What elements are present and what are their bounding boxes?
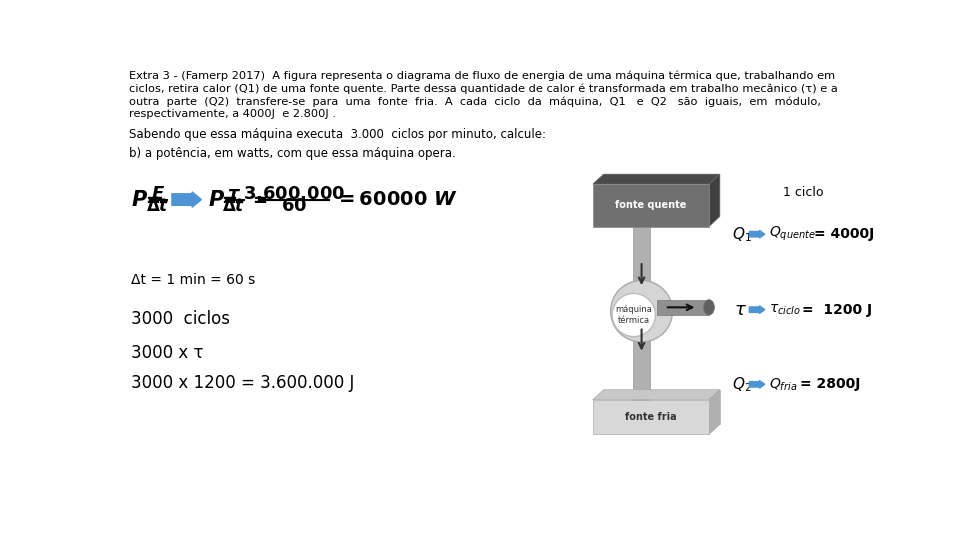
Text: Extra 3 - (Famerp 2017)  A figura representa o diagrama de fluxo de energia de u: Extra 3 - (Famerp 2017) A figura represe…: [130, 71, 835, 82]
FancyArrow shape: [750, 381, 765, 388]
Text: $Q_2$: $Q_2$: [732, 375, 752, 394]
Text: $Q_{quente}$: $Q_{quente}$: [769, 225, 815, 244]
FancyArrow shape: [750, 231, 765, 238]
Polygon shape: [709, 174, 720, 226]
Text: outra  parte  (Q2)  transfere-se  para  uma  fonte  fria.  A  cada  ciclo  da  m: outra parte (Q2) transfere-se para uma f…: [130, 96, 822, 107]
Text: $\boldsymbol{\Delta t}$: $\boldsymbol{\Delta t}$: [146, 197, 170, 215]
Text: 3000 x 1200 = 3.600.000 J: 3000 x 1200 = 3.600.000 J: [131, 374, 354, 393]
Text: = 4000J: = 4000J: [814, 227, 875, 241]
Ellipse shape: [611, 280, 673, 342]
Text: $\boldsymbol{=}$: $\boldsymbol{=}$: [250, 191, 268, 208]
Text: = 2800J: = 2800J: [801, 377, 861, 392]
Text: $\boldsymbol{\tau}$: $\boldsymbol{\tau}$: [227, 185, 241, 203]
Text: 1 ciclo: 1 ciclo: [782, 186, 823, 199]
Text: =  1200 J: = 1200 J: [802, 302, 872, 316]
Polygon shape: [592, 390, 720, 400]
Text: fonte fria: fonte fria: [625, 412, 677, 422]
Ellipse shape: [704, 300, 714, 315]
Text: $\boldsymbol{3.600.000}$: $\boldsymbol{3.600.000}$: [243, 185, 346, 203]
Text: $Q_1$: $Q_1$: [732, 225, 752, 244]
Polygon shape: [592, 400, 709, 434]
Text: fonte quente: fonte quente: [615, 200, 686, 210]
Text: $\boldsymbol{= 60000\ W}$: $\boldsymbol{= 60000\ W}$: [335, 190, 458, 209]
Text: $\boldsymbol{=}$: $\boldsymbol{=}$: [219, 191, 237, 208]
Text: $\boldsymbol{E}$: $\boldsymbol{E}$: [151, 185, 165, 203]
Text: $\tau$: $\tau$: [733, 301, 747, 319]
Polygon shape: [592, 184, 709, 226]
Text: Sabendo que essa máquina executa  3.000  ciclos por minuto, calcule:: Sabendo que essa máquina executa 3.000 c…: [130, 128, 546, 141]
Text: $Q_{fria}$: $Q_{fria}$: [769, 376, 797, 393]
Text: $\tau_{ciclo}$: $\tau_{ciclo}$: [769, 302, 801, 317]
Text: 3000  ciclos: 3000 ciclos: [131, 309, 229, 328]
Text: ciclos, retira calor (Q1) de uma fonte quente. Parte dessa quantidade de calor é: ciclos, retira calor (Q1) de uma fonte q…: [130, 84, 838, 94]
Bar: [657, 300, 709, 315]
Text: $\boldsymbol{P}$: $\boldsymbol{P}$: [207, 190, 225, 210]
Polygon shape: [709, 390, 720, 434]
FancyArrow shape: [750, 306, 765, 314]
Bar: [633, 226, 650, 400]
Text: $\boldsymbol{\Delta t}$: $\boldsymbol{\Delta t}$: [223, 197, 246, 215]
Text: $\boldsymbol{=}$: $\boldsymbol{=}$: [142, 191, 160, 208]
Circle shape: [612, 294, 656, 336]
Polygon shape: [592, 174, 720, 184]
Text: Δt = 1 min = 60 s: Δt = 1 min = 60 s: [131, 273, 255, 287]
Text: 3000 x τ: 3000 x τ: [131, 345, 204, 362]
Text: b) a potência, em watts, com que essa máquina opera.: b) a potência, em watts, com que essa má…: [130, 147, 456, 160]
Text: $\boldsymbol{60}$: $\boldsymbol{60}$: [281, 197, 307, 215]
FancyArrow shape: [172, 192, 202, 207]
Text: máquina
térmica: máquina térmica: [615, 305, 652, 325]
Text: $\boldsymbol{P}$: $\boldsymbol{P}$: [131, 190, 148, 210]
Text: respectivamente, a 4000J  e 2.800J .: respectivamente, a 4000J e 2.800J .: [130, 109, 336, 119]
